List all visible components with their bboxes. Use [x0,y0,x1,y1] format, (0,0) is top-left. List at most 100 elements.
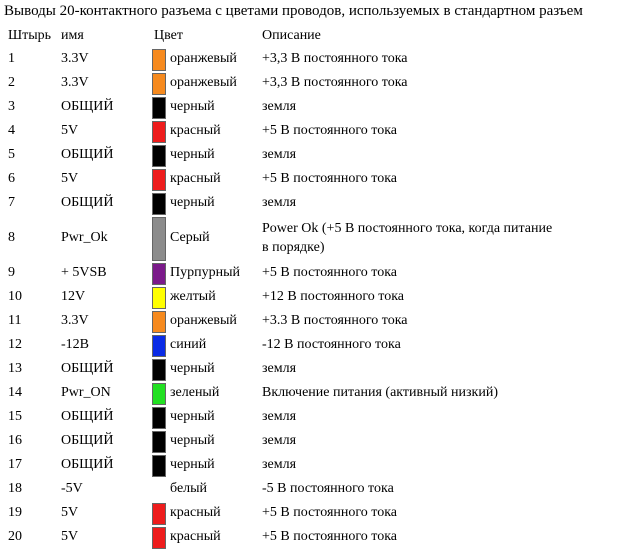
pin-description: земля [262,99,297,114]
wire-color-name: оранжевый [170,313,237,328]
table-row: 12 -12В синий -12 В постоянного тока [0,334,624,358]
pin-description: земля [262,457,297,472]
table-row: 15 ОБЩИЙ черный земля [0,406,624,430]
pin-number: 20 [8,529,22,544]
pin-name: 5V [61,505,79,520]
wire-color-swatch [152,97,166,119]
pin-number: 4 [8,123,15,138]
wire-color-swatch [152,263,166,285]
pin-description: земля [262,147,297,162]
wire-color-swatch [152,455,166,477]
pin-number: 8 [8,230,15,245]
wire-color-swatch [152,503,166,525]
table-row: 9 + 5VSB Пурпурный +5 В постоянного тока [0,262,624,286]
wire-color-name: черный [170,409,215,424]
wire-color-name: красный [170,529,221,544]
wire-color-swatch [152,359,166,381]
pin-name: 3.3V [61,313,89,328]
pin-name: + 5VSB [61,265,107,280]
pin-number: 15 [8,409,22,424]
pin-number: 1 [8,51,15,66]
pin-number: 12 [8,337,22,352]
pin-description: +3,3 В постоянного тока [262,51,408,66]
pin-name: 5V [61,171,79,186]
pin-description: земля [262,433,297,448]
pin-description: +5 В постоянного тока [262,123,398,138]
wire-color-name: красный [170,123,221,138]
wire-color-name: черный [170,433,215,448]
wire-color-swatch [152,73,166,95]
pin-name: ОБЩИЙ [61,409,114,424]
pin-description: +3,3 В постоянного тока [262,75,408,90]
wire-color-swatch [152,217,166,261]
pin-number: 16 [8,433,22,448]
pin-description: земля [262,361,297,376]
wire-color-name: черный [170,195,215,210]
pin-number: 10 [8,289,22,304]
wire-color-name: черный [170,457,215,472]
wire-color-swatch [152,383,166,405]
pin-number: 6 [8,171,15,186]
wire-color-name: Серый [170,230,210,245]
pin-name: 5V [61,123,79,138]
pin-name: ОБЩИЙ [61,195,114,210]
pin-description: +5 В постоянного тока [262,265,398,280]
wire-color-name: белый [170,481,208,496]
pin-description: Power Ok (+5 В постоянного тока, когда п… [262,221,553,255]
table-header: Штырь имя Цвет Описание [0,26,624,46]
wire-color-name: синий [170,337,207,352]
header-color: Цвет [154,28,183,43]
pin-description: +5 В постоянного тока [262,529,398,544]
pin-name: ОБЩИЙ [61,361,114,376]
header-pin: Штырь [8,28,52,43]
wire-color-name: красный [170,505,221,520]
wire-color-name: красный [170,171,221,186]
page-title: Выводы 20-контактного разъема с цветами … [4,3,583,19]
wire-color-swatch [152,407,166,429]
table-row: 10 12V желтый +12 В постоянного тока [0,286,624,310]
pin-name: -12В [61,337,89,352]
wire-color-name: черный [170,361,215,376]
header-name: имя [61,28,84,43]
wire-color-name: оранжевый [170,51,237,66]
pin-name: Pwr_ON [61,385,111,400]
pin-description: -12 В постоянного тока [262,337,401,352]
pin-number: 17 [8,457,22,472]
pin-number: 19 [8,505,22,520]
table-row: 3 ОБЩИЙ черный земля [0,96,624,120]
wire-color-name: Пурпурный [170,265,240,280]
pin-name: ОБЩИЙ [61,99,114,114]
pin-number: 3 [8,99,15,114]
wire-color-swatch [152,527,166,549]
pin-number: 2 [8,75,15,90]
pin-name: 5V [61,529,79,544]
table-row: 4 5V красный +5 В постоянного тока [0,120,624,144]
table-row: 18 -5V белый -5 В постоянного тока [0,478,624,502]
table-row: 13 ОБЩИЙ черный земля [0,358,624,382]
wire-color-swatch [152,145,166,167]
table-row: 8 Pwr_Ok Серый Power Ok (+5 В постоянного т… [0,216,624,262]
header-description: Описание [262,28,321,43]
pin-description: +12 В постоянного тока [262,289,405,304]
pin-name: ОБЩИЙ [61,433,114,448]
table-row: 14 Pwr_ON зеленый Включение питания (активн… [0,382,624,406]
pin-name: ОБЩИЙ [61,457,114,472]
wire-color-swatch [152,335,166,357]
table-row: 1 3.3V оранжевый +3,3 В постоянного тока [0,48,624,72]
table-row: 6 5V красный +5 В постоянного тока [0,168,624,192]
pin-description: +3.3 В постоянного тока [262,313,408,328]
pin-description: земля [262,409,297,424]
table-row: 17 ОБЩИЙ черный земля [0,454,624,478]
pin-description: +5 В постоянного тока [262,171,398,186]
pin-name: Pwr_Ok [61,230,108,245]
pin-number: 9 [8,265,15,280]
table-row: 19 5V красный +5 В постоянного тока [0,502,624,526]
wire-color-swatch [152,431,166,453]
pin-description: +5 В постоянного тока [262,505,398,520]
table-row: 16 ОБЩИЙ черный земля [0,430,624,454]
wire-color-swatch [152,193,166,215]
pin-description: Включение питания (активный низкий) [262,385,498,400]
wire-color-name: черный [170,147,215,162]
pin-name: 3.3V [61,75,89,90]
pin-number: 18 [8,481,22,496]
